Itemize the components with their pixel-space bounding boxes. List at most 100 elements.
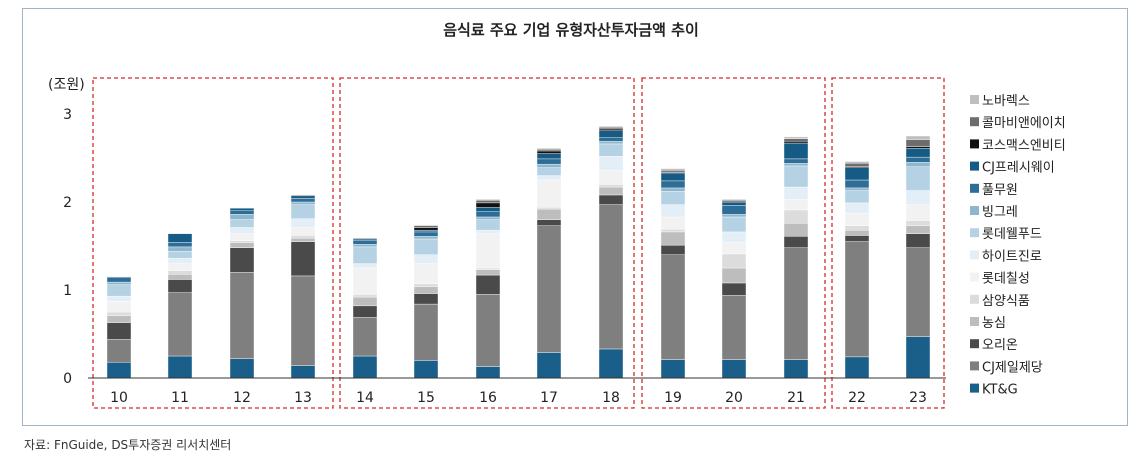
legend-swatch [970, 228, 979, 238]
bar-segment [721, 200, 747, 203]
bar-segment [229, 227, 255, 234]
y-unit-label: (조원) [48, 77, 85, 93]
bar-segment [598, 128, 624, 131]
bar-segment [106, 322, 132, 340]
x-tick-label: 18 [602, 390, 620, 406]
bar-segment [844, 163, 870, 167]
legend-swatch [970, 95, 979, 104]
bar-segment [167, 258, 193, 264]
legend-swatch [970, 206, 979, 215]
y-tick-label: 3 [63, 107, 72, 123]
bar-segment [475, 216, 501, 220]
x-tick-label: 10 [110, 390, 128, 406]
source-note: 자료: FnGuide, DS투자증권 리서치센터 [24, 438, 232, 452]
bar-segment [721, 216, 747, 233]
bar-segment [352, 305, 378, 318]
legend-swatch [970, 183, 979, 193]
bar-segment [413, 225, 439, 228]
bar-segment [905, 139, 931, 147]
legend-swatch [970, 383, 979, 393]
bar-segment [290, 241, 316, 277]
bar-segment [536, 219, 562, 226]
bar-segment [229, 233, 255, 241]
x-tick-label: 16 [479, 390, 497, 406]
bar-segment [290, 194, 316, 197]
bar-segment [598, 143, 624, 157]
bar-segment [413, 231, 439, 237]
bar-segment [352, 317, 378, 357]
bar-segment [598, 126, 624, 130]
legend-label: 하이트진로 [982, 249, 1042, 264]
bar-segment [413, 254, 439, 264]
x-tick-label: 14 [356, 390, 374, 406]
bar-segment [413, 238, 439, 256]
dashed-box-group-2022-2023 [831, 77, 945, 409]
x-tick-label: 11 [171, 390, 189, 406]
bar-segment [844, 179, 870, 189]
bar-segment [721, 214, 747, 218]
bar-segment [167, 355, 193, 379]
bar-segment [905, 148, 931, 158]
bar-segment [783, 141, 809, 144]
bar-segment [106, 315, 132, 323]
y-tick-label: 1 [63, 283, 72, 299]
bar-segment [536, 148, 562, 150]
bar-segment [783, 142, 809, 160]
bar-segment [290, 201, 316, 205]
bar-segment [290, 218, 316, 228]
bar-segment [536, 158, 562, 165]
bar-segment [413, 360, 439, 379]
bar-segment [536, 150, 562, 154]
bar-segment [783, 222, 809, 237]
bar-segment [844, 229, 870, 236]
bar-segment [475, 233, 501, 269]
bar-segment [721, 282, 747, 296]
bar-segment [783, 163, 809, 167]
x-tick-label: 15 [417, 390, 435, 406]
bar-segment [106, 295, 132, 302]
bar-segment [783, 247, 809, 360]
bar-segment [598, 186, 624, 196]
bar-segment [721, 295, 747, 360]
legend-label: 삼양식품 [982, 294, 1030, 309]
bar-segment [905, 336, 931, 379]
y-tick-label: 2 [63, 195, 72, 211]
legend-label: 오리온 [982, 338, 1018, 353]
legend-swatch [970, 250, 979, 260]
bar-segment [844, 161, 870, 164]
bar-segment [905, 146, 931, 149]
bar-segment [413, 286, 439, 294]
bar-segment [844, 213, 870, 226]
bar-segment [598, 170, 624, 185]
bar-segment [475, 200, 501, 204]
bar-segment [106, 311, 132, 316]
bar-segment [905, 190, 931, 205]
bar-segment [905, 162, 931, 167]
bar-segment [844, 241, 870, 358]
bar-segment [475, 229, 501, 234]
bar-segment [660, 216, 686, 230]
bar-segment [352, 246, 378, 264]
bar-segment [229, 242, 255, 248]
bar-segment [167, 246, 193, 252]
bar-segment [536, 163, 562, 168]
bar-segment [352, 296, 378, 307]
bar-segment [660, 187, 686, 192]
bar-segment [598, 348, 624, 379]
bar-segment [660, 359, 686, 379]
bar-segment [106, 276, 132, 278]
bar-segment [905, 156, 931, 163]
bar-segment [536, 352, 562, 379]
bar-segment [167, 292, 193, 357]
bar-segment [229, 272, 255, 359]
bar-segment [721, 242, 747, 255]
dashed-box-group-2010-2013 [92, 77, 334, 409]
x-tick-label: 17 [540, 390, 558, 406]
bar-segment [783, 209, 809, 224]
bar-segment [783, 138, 809, 142]
bar-segment [290, 275, 316, 366]
bar-segment [905, 135, 931, 140]
legend-label: 롯데웰푸드 [982, 227, 1042, 242]
x-tick-label: 13 [294, 390, 312, 406]
bar-segment [598, 126, 624, 128]
